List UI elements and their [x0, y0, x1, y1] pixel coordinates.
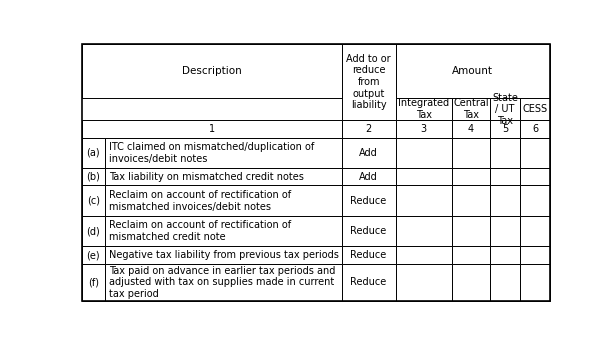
Bar	[341, 186, 395, 216]
Bar	[520, 186, 550, 216]
Text: 2: 2	[365, 124, 371, 134]
Bar	[395, 216, 452, 247]
Text: 3: 3	[421, 124, 427, 134]
Text: Tax paid on advance in earlier tax periods and
adjusted with tax on supplies mad: Tax paid on advance in earlier tax perio…	[109, 266, 335, 299]
Text: (a): (a)	[87, 148, 100, 158]
Bar	[341, 264, 395, 301]
Bar	[520, 98, 550, 120]
Bar	[82, 216, 105, 247]
Bar	[452, 138, 490, 168]
Bar	[341, 44, 395, 120]
Text: Reclaim on account of rectification of
mismatched credit note: Reclaim on account of rectification of m…	[109, 220, 291, 242]
Bar	[341, 168, 395, 186]
Bar	[395, 186, 452, 216]
Bar	[341, 247, 395, 264]
Bar	[341, 138, 395, 168]
Bar	[82, 120, 341, 138]
Text: 4: 4	[468, 124, 474, 134]
Text: Add: Add	[359, 172, 378, 182]
Bar	[490, 216, 520, 247]
Text: (d): (d)	[87, 226, 100, 236]
Bar	[395, 120, 452, 138]
Bar	[341, 120, 395, 138]
Bar	[452, 216, 490, 247]
Text: 5: 5	[502, 124, 508, 134]
Bar	[520, 247, 550, 264]
Bar	[452, 186, 490, 216]
Text: Reduce: Reduce	[351, 226, 387, 236]
Bar	[452, 98, 490, 120]
Bar	[395, 264, 452, 301]
Text: Reduce: Reduce	[351, 277, 387, 287]
Bar	[520, 138, 550, 168]
Bar	[341, 216, 395, 247]
Bar	[105, 216, 341, 247]
Bar	[105, 264, 341, 301]
Bar	[105, 168, 341, 186]
Text: Tax liability on mismatched credit notes: Tax liability on mismatched credit notes	[109, 172, 304, 182]
Bar	[395, 168, 452, 186]
Bar	[490, 247, 520, 264]
Bar	[452, 120, 490, 138]
Text: CESS: CESS	[523, 104, 548, 114]
Bar	[452, 264, 490, 301]
Text: Amount: Amount	[453, 66, 494, 76]
Bar	[82, 186, 105, 216]
Text: Central
Tax: Central Tax	[453, 99, 489, 120]
Bar	[490, 98, 520, 120]
Text: (c): (c)	[87, 196, 99, 206]
Text: Integrated
Tax: Integrated Tax	[398, 99, 449, 120]
Bar	[452, 247, 490, 264]
Bar	[82, 138, 105, 168]
Text: Negative tax liability from previous tax periods: Negative tax liability from previous tax…	[109, 250, 339, 260]
Text: Description: Description	[182, 66, 241, 76]
Text: 6: 6	[532, 124, 538, 134]
Bar	[105, 138, 341, 168]
Bar	[82, 264, 105, 301]
Text: Reduce: Reduce	[351, 196, 387, 206]
Text: Add: Add	[359, 148, 378, 158]
Bar	[82, 168, 105, 186]
Bar	[490, 264, 520, 301]
Bar	[490, 138, 520, 168]
Text: State
/ UT
Tax: State / UT Tax	[492, 93, 518, 126]
Bar	[82, 247, 105, 264]
Text: Add to or
reduce
from
output
liability: Add to or reduce from output liability	[346, 54, 391, 110]
Bar	[490, 186, 520, 216]
Bar	[105, 186, 341, 216]
Text: (b): (b)	[87, 172, 100, 182]
Bar	[395, 138, 452, 168]
Text: (e): (e)	[87, 250, 100, 260]
Bar	[395, 44, 550, 98]
Bar	[520, 120, 550, 138]
Bar	[395, 98, 452, 120]
Bar	[490, 168, 520, 186]
Bar	[82, 44, 341, 98]
Bar	[520, 216, 550, 247]
Bar	[395, 247, 452, 264]
Bar	[520, 264, 550, 301]
Text: ITC claimed on mismatched/duplication of
invoices/debit notes: ITC claimed on mismatched/duplication of…	[109, 142, 314, 164]
Text: Reclaim on account of rectification of
mismatched invoices/debit notes: Reclaim on account of rectification of m…	[109, 190, 291, 211]
Bar	[452, 168, 490, 186]
Bar	[520, 168, 550, 186]
Text: (f): (f)	[88, 277, 99, 287]
Text: 1: 1	[209, 124, 215, 134]
Bar	[105, 247, 341, 264]
Text: Reduce: Reduce	[351, 250, 387, 260]
Bar	[490, 120, 520, 138]
